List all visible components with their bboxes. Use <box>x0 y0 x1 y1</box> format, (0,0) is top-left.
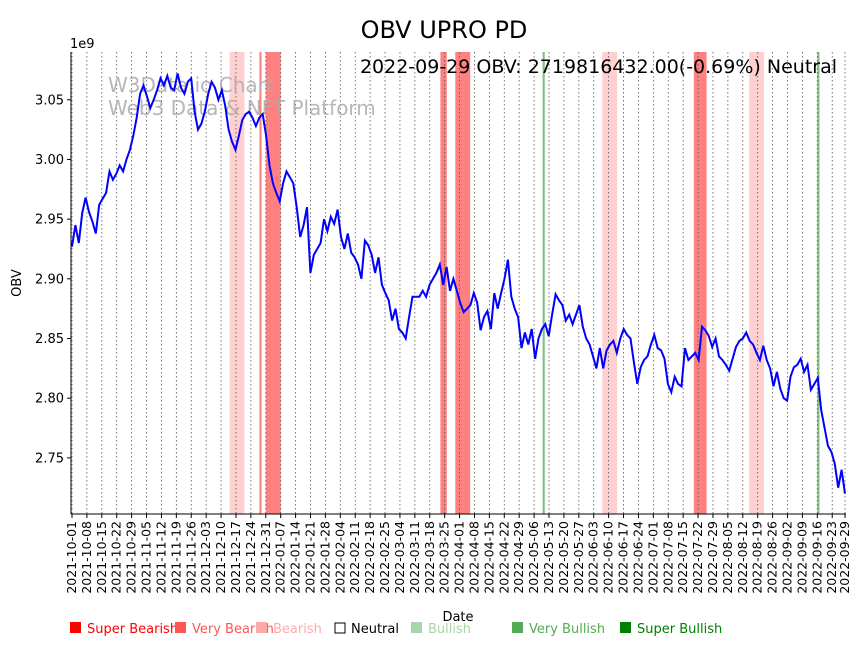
x-tick-label: 2021-12-03 <box>198 521 213 594</box>
x-tick-label: 2022-05-06 <box>526 521 541 594</box>
legend-label-very-bearish: Very Bearish <box>192 622 274 637</box>
watermark: W3Data.io Chart Web3 Data & NFT Platform <box>108 73 376 120</box>
y-tick-label: 3.00 <box>35 153 64 168</box>
x-tick-label: 2022-02-18 <box>362 521 377 594</box>
x-tick-label: 2022-08-12 <box>735 521 750 594</box>
x-tick-label: 2021-12-17 <box>228 521 243 594</box>
x-tick-label: 2021-10-01 <box>64 521 79 594</box>
legend-label-super-bullish: Super Bullish <box>637 622 722 637</box>
x-tick-label: 2022-08-05 <box>720 521 735 594</box>
x-tick-label: 2022-07-22 <box>690 521 705 594</box>
x-tick-label: 2022-08-19 <box>750 521 765 594</box>
signal-band-bearish <box>229 52 245 514</box>
x-tick-label: 2022-03-18 <box>422 521 437 594</box>
signal-band-very-bearish <box>455 52 471 514</box>
y-axis-label: OBV <box>10 269 25 297</box>
x-tick-label: 2022-08-26 <box>765 521 780 594</box>
x-axis-label: Date <box>442 610 473 625</box>
signal-band-bearish <box>749 52 765 514</box>
x-tick-label: 2022-03-04 <box>392 521 407 594</box>
x-tick-label: 2022-09-29 <box>837 521 852 594</box>
x-tick-label: 2022-07-15 <box>675 521 690 594</box>
x-tick-label: 2022-02-04 <box>332 521 347 594</box>
x-tick-label: 2022-07-29 <box>705 521 720 594</box>
obv-series-line <box>71 72 846 494</box>
x-tick-label: 2022-02-11 <box>347 521 362 594</box>
x-tick-label: 2021-11-05 <box>139 521 154 594</box>
x-tick-label: 2022-09-16 <box>809 521 824 594</box>
legend-label-super-bearish: Super Bearish <box>87 622 178 637</box>
obv-annotation: 2022-09-29 OBV: 2719816432.00(-0.69%) Ne… <box>360 56 837 78</box>
x-tick-label: 2022-01-28 <box>317 521 332 594</box>
legend-label-very-bullish: Very Bullish <box>529 622 605 637</box>
x-tick-label: 2022-05-20 <box>556 521 571 594</box>
x-tick-label: 2022-07-08 <box>660 521 675 594</box>
signal-band-very-bullish <box>817 52 820 514</box>
signal-band-very-bearish <box>265 52 281 514</box>
x-tick-label: 2021-12-24 <box>243 521 258 594</box>
y-tick-label: 2.75 <box>35 451 64 466</box>
legend-swatch-neutral <box>334 622 346 634</box>
x-tick-label: 2022-01-14 <box>288 521 303 594</box>
y-tick-label: 2.90 <box>35 272 64 287</box>
x-tick-label: 2022-09-02 <box>780 521 795 594</box>
y-tick-label: 2.95 <box>35 213 64 228</box>
x-tick-label: 2022-07-01 <box>645 521 660 594</box>
x-tick-label: 2022-05-27 <box>571 521 586 594</box>
x-tick-label: 2022-01-07 <box>273 521 288 594</box>
legend-label-bearish: Bearish <box>273 622 322 637</box>
x-tick-label: 2022-02-25 <box>377 521 392 594</box>
x-tick-label: 2021-12-31 <box>258 521 273 594</box>
x-tick-label: 2022-04-08 <box>466 521 481 594</box>
x-tick-label: 2021-11-19 <box>168 521 183 594</box>
legend-swatch-super-bearish <box>70 622 81 633</box>
signal-band-very-bullish <box>542 52 545 514</box>
x-tick-label: 2022-09-09 <box>794 521 809 594</box>
legend-swatch-super-bullish <box>620 622 631 633</box>
chart-title: OBV UPRO PD <box>361 16 528 44</box>
x-tick-label: 2021-10-22 <box>109 521 124 594</box>
legend-swatch-very-bearish <box>175 622 186 633</box>
x-tick-label: 2021-10-08 <box>79 521 94 594</box>
x-tick-label: 2022-06-10 <box>601 521 616 594</box>
x-tick-label: 2021-10-29 <box>124 521 139 594</box>
x-tick-label: 2022-04-15 <box>481 521 496 594</box>
legend-label-bullish: Bullish <box>428 622 471 637</box>
x-tick-label: 2022-06-03 <box>586 521 601 594</box>
x-tick-label: 2022-03-11 <box>407 521 422 594</box>
x-tick-label: 2022-03-25 <box>437 521 452 594</box>
signal-band-very-bearish <box>693 52 707 514</box>
x-tick-label: 2021-10-15 <box>94 521 109 594</box>
y-scale-label: 1e9 <box>70 37 95 52</box>
x-tick-label: 2022-04-29 <box>511 521 526 594</box>
legend-swatch-bearish <box>256 622 267 633</box>
legend-swatch-bullish <box>411 622 422 633</box>
legend-swatch-very-bullish <box>512 622 523 633</box>
y-tick-label: 2.80 <box>35 392 64 407</box>
x-tick-label: 2022-06-17 <box>616 521 631 594</box>
x-tick-label: 2021-12-10 <box>213 521 228 594</box>
x-tick-label: 2022-05-13 <box>541 521 556 594</box>
y-tick-label: 2.85 <box>35 332 64 347</box>
x-tick-label: 2022-04-22 <box>496 521 511 594</box>
x-tick-label: 2022-09-23 <box>824 521 839 594</box>
x-tick-label: 2022-04-01 <box>452 521 467 594</box>
x-tick-label: 2022-06-24 <box>630 521 645 594</box>
x-tick-label: 2021-11-26 <box>183 521 198 594</box>
y-tick-label: 3.05 <box>35 93 64 108</box>
x-tick-label: 2021-11-12 <box>153 521 168 594</box>
x-tick-label: 2022-01-21 <box>303 521 318 594</box>
legend-label-neutral: Neutral <box>351 622 399 637</box>
signal-band-very-bearish <box>259 52 262 514</box>
signal-band-bearish <box>602 52 618 514</box>
